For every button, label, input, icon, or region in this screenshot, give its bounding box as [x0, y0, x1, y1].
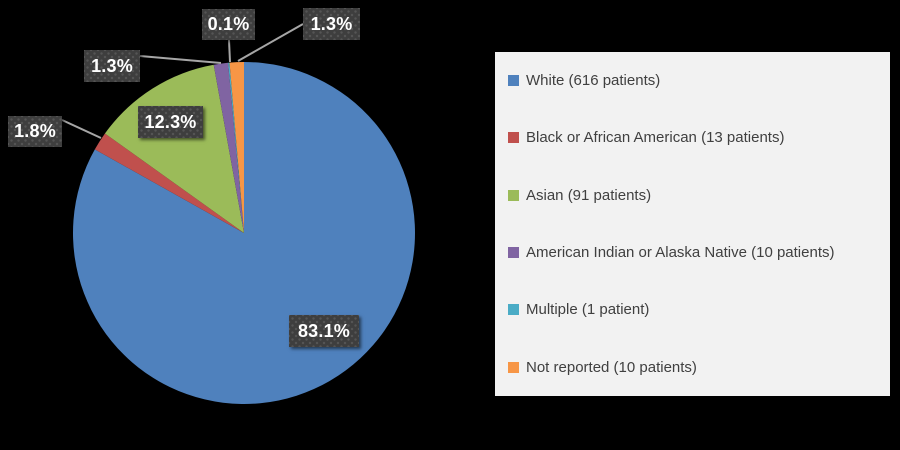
leader-line-not-reported [237, 23, 304, 62]
legend-swatch-black [508, 132, 519, 144]
legend-label-white: White (616 patients) [526, 72, 661, 90]
legend-item-multiple: Multiple (1 patient) [508, 302, 890, 317]
leader-line-black [61, 119, 102, 139]
legend-label-multiple: Multiple (1 patient) [526, 301, 650, 319]
legend-label-black: Black or African American (13 patients) [526, 129, 785, 147]
legend-label-american-indian: American Indian or Alaska Native (10 pat… [526, 244, 835, 262]
leader-line-amindian [139, 55, 222, 64]
legend-swatch-asian [508, 189, 519, 201]
legend-label-asian: Asian (91 patients) [526, 186, 652, 204]
leader-lines [61, 23, 304, 139]
percent-label-american-indian: 1.3% [84, 50, 140, 82]
percent-label-white: 83.1% [289, 315, 359, 347]
percent-label-asian: 12.3% [138, 106, 203, 138]
legend-item-asian: Asian (91 patients) [508, 188, 890, 203]
legend-item-not-reported: Not reported (10 patients) [508, 360, 890, 375]
legend: White (616 patients) Black or African Am… [495, 52, 890, 396]
pie-slice [213, 62, 244, 233]
legend-swatch-multiple [508, 304, 519, 316]
leader-line-multiple [228, 39, 231, 63]
legend-item-black: Black or African American (13 patients) [508, 130, 890, 145]
legend-label-not-reported: Not reported (10 patients) [526, 358, 697, 376]
percent-label-multiple: 0.1% [202, 9, 255, 40]
percent-label-black: 1.8% [8, 116, 62, 147]
pie-slices [72, 61, 415, 404]
percent-label-not-reported: 1.3% [303, 8, 360, 40]
legend-swatch-white [508, 75, 519, 87]
pie-slice [228, 62, 244, 233]
legend-item-american-indian: American Indian or Alaska Native (10 pat… [508, 245, 890, 260]
pie-slice [229, 61, 244, 233]
legend-swatch-not-reported [508, 361, 519, 373]
legend-item-white: White (616 patients) [508, 73, 890, 88]
pie-slice [94, 133, 244, 233]
legend-swatch-american-indian [508, 247, 519, 259]
